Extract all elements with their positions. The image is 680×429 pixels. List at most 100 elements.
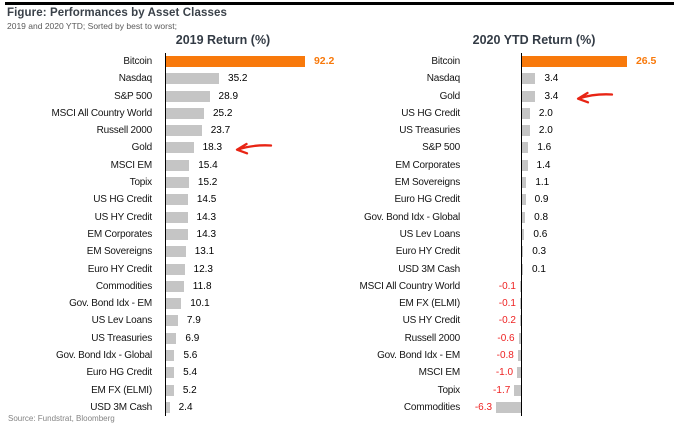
chart-rows-2020: Bitcoin 26.5 Nasdaq 3.4 Gold 3.4 US HG Credit 2… (350, 53, 672, 417)
positive-zone: 5.6 (166, 347, 342, 364)
bar (522, 246, 524, 258)
bar (166, 332, 177, 344)
value-label: 6.9 (185, 332, 200, 344)
annotation-arrow (233, 141, 273, 158)
axis-negative-zone (158, 156, 166, 175)
positive-zone (522, 312, 672, 329)
bar (522, 90, 536, 102)
row-label: Russell 2000 (404, 332, 461, 344)
row-label: EM Corporates (395, 159, 460, 171)
bar (166, 90, 210, 102)
positive-zone: 15.2 (166, 174, 342, 191)
value-label: 7.9 (186, 315, 201, 327)
bar (166, 298, 182, 310)
axis-negative-zone (466, 104, 522, 123)
bar (522, 263, 523, 275)
axis-negative-zone: -6.3 (466, 398, 522, 417)
axis-negative-zone (158, 329, 166, 348)
bar-row: Euro HG Credit 5.4 (8, 364, 342, 382)
value-label: 1.6 (537, 142, 552, 154)
row-label: MSCI All Country World (51, 107, 153, 119)
axis-negative-zone (158, 225, 166, 244)
axis-negative-zone: -0.1 (466, 277, 522, 296)
axis-negative-zone (158, 87, 166, 105)
positive-zone: 5.4 (166, 364, 342, 381)
positive-zone: 18.3 (166, 139, 342, 156)
bar-row: Gold 3.4 (350, 87, 672, 105)
bar (166, 228, 188, 240)
value-label: 5.2 (182, 384, 197, 396)
bar-row: EM FX (ELMI) 5.2 (8, 381, 342, 399)
positive-zone: 0.3 (522, 243, 672, 260)
bar (520, 298, 521, 310)
bar (166, 384, 174, 396)
positive-zone: 10.1 (166, 295, 342, 312)
positive-zone (522, 399, 672, 416)
bar (517, 367, 521, 379)
axis-negative-zone (466, 225, 522, 244)
value-label: -1.0 (495, 367, 514, 379)
bar (166, 263, 185, 275)
positive-zone: 28.9 (166, 88, 342, 105)
row-label: Gov. Bond Idx - Global (363, 211, 460, 223)
bar (517, 350, 521, 362)
annotation-arrow-icon (235, 143, 272, 155)
row-label: USD 3M Cash (398, 263, 460, 275)
value-label: 0.1 (532, 263, 546, 275)
bar-row: Nasdaq 35.2 (8, 70, 342, 88)
value-label: 2.4 (178, 401, 193, 413)
bar (522, 211, 526, 223)
figure-title: Figure: Performances by Asset Classes (7, 7, 227, 19)
bar-row: US HG Credit 14.5 (8, 191, 342, 209)
row-label: US HG Credit (93, 194, 152, 206)
row-label: Gold (131, 142, 153, 154)
bar (166, 350, 175, 362)
bar-row: MSCI All Country World -0.1 (350, 277, 672, 296)
axis-negative-zone (466, 87, 522, 105)
axis-negative-zone: -1.7 (466, 381, 522, 399)
axis-negative-zone (158, 260, 166, 278)
positive-zone: 0.6 (522, 226, 672, 243)
row-label: Nasdaq (118, 73, 152, 85)
bar (522, 177, 527, 189)
axis-negative-zone (466, 243, 522, 261)
annotation-arrow-icon (577, 91, 614, 104)
row-label: Bitcoin (123, 56, 152, 67)
row-label: Russell 2000 (96, 125, 153, 137)
bar-row: MSCI All Country World 25.2 (8, 104, 342, 123)
axis-negative-zone (158, 70, 166, 88)
axis-negative-zone: -0.8 (466, 347, 522, 365)
bar (518, 332, 521, 344)
positive-zone: 2.4 (166, 399, 342, 416)
row-label: MSCI All Country World (359, 280, 461, 292)
axis-negative-zone (158, 381, 166, 399)
positive-zone: 12.3 (166, 261, 342, 278)
chart-2020-ytd-return: 2020 YTD Return (%) Bitcoin 26.5 Nasdaq 3.4… (350, 32, 672, 417)
positive-zone: 14.3 (166, 209, 342, 226)
axis-negative-zone (158, 277, 166, 296)
axis-negative-zone (466, 122, 522, 140)
row-label: EM FX (ELMI) (91, 384, 152, 396)
value-label: 10.1 (190, 298, 210, 310)
positive-zone: 0.8 (522, 209, 672, 226)
axis-negative-zone (158, 122, 166, 140)
bar-row: Euro HY Credit 0.3 (350, 243, 672, 261)
value-label: 28.9 (218, 90, 239, 102)
bar (166, 194, 188, 206)
positive-zone: 5.2 (166, 382, 342, 399)
value-label: 5.6 (183, 350, 198, 362)
bar (522, 107, 530, 119)
value-label: 3.4 (544, 73, 559, 85)
positive-zone (522, 330, 672, 347)
row-label: EM Sovereigns (86, 246, 152, 258)
row-label: Nasdaq (426, 73, 460, 85)
positive-zone: 7.9 (166, 312, 342, 329)
bar-row: US Lev Loans 0.6 (350, 225, 672, 244)
axis-negative-zone: -0.6 (466, 329, 522, 348)
bar-row: US HY Credit -0.2 (350, 312, 672, 330)
positive-zone: 14.3 (166, 226, 342, 243)
positive-zone: 3.4 (522, 70, 672, 87)
row-label: Gold (439, 90, 461, 102)
positive-zone: 23.7 (166, 122, 342, 139)
bar-row: USD 3M Cash 0.1 (350, 260, 672, 278)
